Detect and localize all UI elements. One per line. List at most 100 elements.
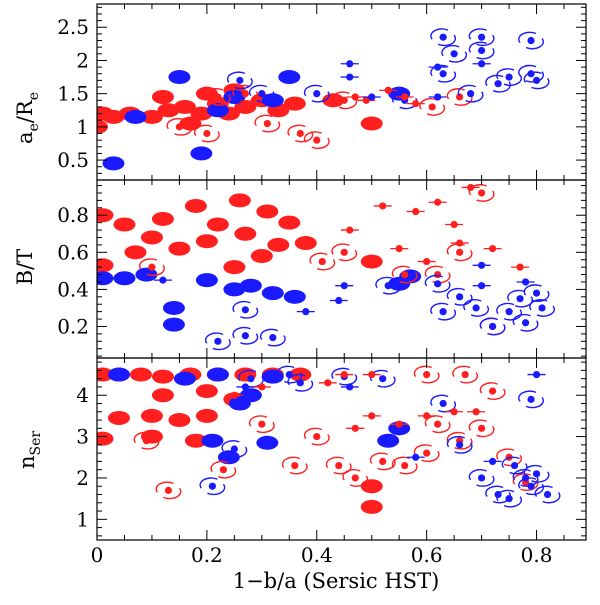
middle-blue-ellipse-3 bbox=[162, 300, 185, 315]
bottom-red-ellipse-14 bbox=[168, 413, 191, 428]
bottom-red-dot-45 bbox=[467, 408, 486, 416]
middle-red-ellipse-11 bbox=[234, 226, 257, 241]
bottom-blue-spiral-25 bbox=[518, 477, 544, 496]
bottom-blue-spiral-28 bbox=[276, 365, 303, 384]
middle-blue-spiral-15 bbox=[232, 300, 259, 319]
middle-ytick-label-2: 0.6 bbox=[57, 240, 89, 264]
marks-layer bbox=[97, 28, 561, 514]
bottom-blue-spiral-19 bbox=[468, 469, 495, 487]
panel-bottom bbox=[97, 365, 561, 514]
top-red-ellipse-18 bbox=[360, 116, 383, 131]
middle-red-ellipse-5 bbox=[228, 193, 251, 208]
middle-red-ellipse-16 bbox=[250, 249, 273, 264]
middle-blue-ellipse-0 bbox=[97, 271, 114, 286]
bottom-ylabel-main: n bbox=[15, 456, 39, 470]
top-red-dot-31 bbox=[406, 100, 425, 108]
bottom-blue-spiral-11 bbox=[199, 477, 226, 496]
top-blue-spiral-9 bbox=[248, 84, 275, 103]
panel-frame-middle bbox=[96, 179, 587, 359]
bottom-red-ellipse-15 bbox=[195, 408, 218, 423]
top-blue-dot-24 bbox=[340, 60, 359, 68]
top-blue-spiral-17 bbox=[441, 44, 468, 63]
middle-red-dot-35 bbox=[483, 245, 502, 253]
top-red-ellipse-5 bbox=[173, 99, 196, 114]
middle-red-ellipse-7 bbox=[278, 215, 301, 230]
top-blue-dot-28 bbox=[428, 93, 447, 101]
bottom-blue-spiral-23 bbox=[523, 464, 550, 483]
bottom-ylabel-sub: Ser bbox=[28, 431, 44, 456]
middle-ylabel: B/T bbox=[13, 249, 37, 286]
middle-red-spiral-19 bbox=[309, 252, 336, 271]
bottom-red-ellipse-16 bbox=[97, 431, 114, 446]
bottom-red-spiral-27 bbox=[325, 456, 352, 475]
bottom-red-dot-43 bbox=[417, 412, 436, 420]
middle-red-dot-34 bbox=[450, 239, 469, 247]
top-red-spiral-25 bbox=[331, 91, 358, 110]
xtick-label-1: 0.2 bbox=[191, 543, 223, 567]
top-red-ellipse-12 bbox=[283, 96, 306, 111]
top-red-ellipse-17 bbox=[179, 116, 202, 131]
bottom-ytick-label-1: 2 bbox=[76, 466, 89, 490]
bottom-red-dot-41 bbox=[362, 412, 381, 420]
bottom-red-spiral-31 bbox=[413, 444, 440, 463]
top-blue-spiral-11 bbox=[303, 84, 330, 103]
middle-red-ellipse-9 bbox=[168, 241, 191, 256]
top-red-spiral-34 bbox=[204, 88, 231, 106]
middle-blue-spiral-12 bbox=[204, 332, 231, 351]
top-red-ellipse-3 bbox=[140, 109, 163, 124]
middle-red-dot-30 bbox=[428, 198, 447, 206]
top-ylabel-sub1: e bbox=[26, 123, 42, 131]
middle-red-ellipse-15 bbox=[223, 260, 246, 275]
middle-blue-ellipse-5 bbox=[195, 273, 218, 288]
middle-red-ellipse-6 bbox=[256, 204, 279, 219]
bottom-red-spiral-25 bbox=[281, 456, 308, 475]
bottom-ylabel: nSer bbox=[15, 431, 44, 469]
bottom-red-ellipse-0 bbox=[97, 367, 114, 382]
bottom-red-dot-40 bbox=[346, 424, 365, 432]
middle-red-ellipse-4 bbox=[206, 217, 229, 232]
top-blue-spiral-20 bbox=[523, 71, 550, 90]
bottom-red-ellipse-20 bbox=[360, 499, 383, 514]
bottom-red-spiral-23 bbox=[210, 460, 237, 479]
bottom-red-dot-49 bbox=[225, 391, 244, 399]
middle-red-dot-37 bbox=[461, 183, 480, 192]
bottom-blue-ellipse-2 bbox=[206, 367, 229, 382]
middle-blue-ellipse-8 bbox=[261, 286, 284, 301]
middle-blue-dot-28 bbox=[335, 282, 354, 290]
top-red-spiral-33 bbox=[232, 84, 259, 103]
bottom-red-ellipse-19 bbox=[360, 479, 383, 494]
bottom-blue-spiral-24 bbox=[534, 485, 561, 504]
bottom-red-dot-47 bbox=[335, 370, 354, 379]
top-blue-dot-29 bbox=[362, 93, 381, 101]
top-ylabel-main: a bbox=[13, 131, 37, 144]
bottom-red-ellipse-13 bbox=[140, 408, 163, 423]
middle-red-ellipse-18 bbox=[360, 254, 383, 269]
middle-red-dot-32 bbox=[390, 245, 409, 253]
bottom-red-ellipse-3 bbox=[151, 369, 174, 384]
top-blue-ellipse-1 bbox=[168, 70, 191, 85]
panel-top bbox=[97, 28, 550, 171]
middle-ytick-label-3: 0.8 bbox=[57, 203, 89, 227]
middle-red-dot-33 bbox=[417, 257, 436, 266]
bottom-blue-spiral-18 bbox=[446, 435, 473, 454]
bottom-blue-ellipse-8 bbox=[256, 435, 279, 450]
top-blue-dot-25 bbox=[340, 73, 359, 81]
xtick-label-4: 0.8 bbox=[521, 543, 553, 567]
top-blue-spiral-22 bbox=[457, 84, 484, 103]
middle-red-ellipse-10 bbox=[195, 234, 218, 249]
bottom-red-ellipse-2 bbox=[129, 367, 152, 382]
middle-blue-ellipse-1 bbox=[113, 271, 136, 286]
middle-blue-dot-32 bbox=[472, 261, 491, 269]
middle-blue-ellipse-4 bbox=[162, 317, 185, 332]
bottom-red-spiral-29 bbox=[369, 452, 396, 471]
top-ytick-label-3: 2 bbox=[76, 48, 89, 72]
bottom-blue-dot-29 bbox=[527, 370, 546, 379]
bottom-red-dot-42 bbox=[390, 420, 409, 428]
top-red-ellipse-19 bbox=[322, 93, 345, 108]
top-ytick-label-0: 0.5 bbox=[57, 148, 89, 172]
top-blue-spiral-18 bbox=[496, 68, 523, 86]
top-blue-ellipse-7 bbox=[124, 109, 147, 124]
middle-red-spiral-20 bbox=[331, 243, 358, 262]
top-blue-spiral-14 bbox=[468, 28, 495, 47]
middle-blue-spiral-14 bbox=[259, 328, 286, 347]
